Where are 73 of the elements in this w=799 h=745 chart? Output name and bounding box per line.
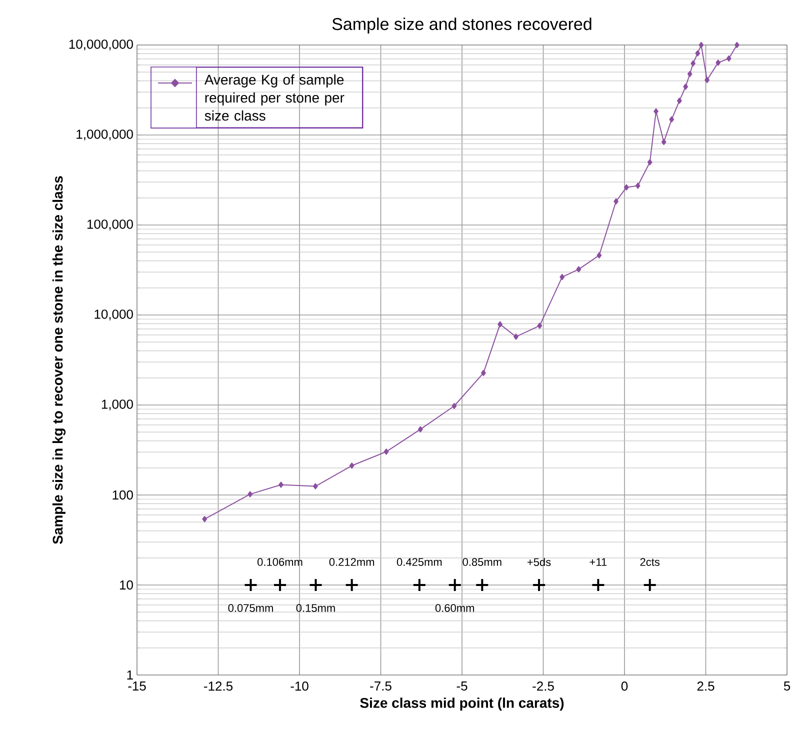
x-tick-label: -10 — [290, 682, 308, 691]
point — [704, 76, 710, 84]
annotation: +11 — [590, 558, 607, 566]
point — [596, 252, 602, 258]
x-tick-label: -5 — [456, 682, 468, 691]
point — [532, 578, 546, 592]
x-tick-label: -7.5 — [370, 682, 392, 691]
chart-title: Sample size and stones recovered — [332, 18, 592, 34]
point — [244, 578, 258, 592]
annotation: 0.15mm — [296, 604, 335, 612]
y-tick-label: 1 — [127, 670, 133, 680]
y-axis-title: Sample size in kg to recover one stone in the size class — [52, 176, 66, 544]
y-tick-label: 100,000 — [87, 220, 133, 230]
point — [514, 334, 518, 340]
point — [687, 70, 692, 78]
x-tick-label: 2.5 — [697, 682, 714, 691]
annotation: 0.212mm — [329, 558, 374, 566]
point — [683, 84, 688, 90]
point — [676, 98, 682, 104]
annotation: 2cts — [640, 558, 660, 566]
point — [695, 50, 700, 56]
y-tick-label: 10,000,000 — [69, 40, 133, 50]
annotation: 0.075mm — [228, 604, 273, 612]
point — [690, 60, 696, 66]
y-tick-label: 100 — [112, 490, 133, 500]
annotation: 0.425mm — [396, 558, 442, 566]
point — [248, 491, 253, 498]
point — [384, 448, 389, 455]
point — [560, 274, 565, 280]
point — [591, 578, 606, 592]
point — [418, 426, 423, 432]
annotation: 0.85mm — [462, 558, 502, 566]
point — [498, 321, 502, 328]
point — [669, 116, 674, 123]
point — [642, 578, 657, 592]
point — [475, 578, 490, 592]
point — [654, 108, 658, 114]
point — [448, 578, 462, 592]
point — [734, 42, 740, 48]
annotation: 0.106mm — [258, 558, 302, 566]
point — [452, 402, 457, 410]
y-tick-label: 1,000,000 — [76, 130, 133, 140]
x-tick-label: 0 — [621, 682, 628, 691]
point — [412, 578, 426, 592]
point — [481, 370, 486, 376]
y-tick-label: 1,000 — [102, 400, 133, 410]
point — [344, 578, 359, 592]
x-tick-label: 5 — [784, 682, 790, 691]
point — [614, 198, 619, 204]
x-axis-title: Size class mid point (ln carats) — [360, 698, 564, 711]
annotation: +5ds — [527, 558, 551, 566]
legend-label: Average Kg of sample required per stone per size class — [204, 74, 344, 121]
point — [278, 482, 284, 488]
point — [537, 322, 542, 329]
point — [202, 516, 208, 522]
point — [716, 60, 721, 66]
point — [635, 182, 640, 189]
point — [308, 578, 323, 592]
point — [661, 138, 666, 146]
y-tick-label: 10 — [120, 580, 133, 590]
point — [576, 266, 582, 272]
y-tick-label: 10,000 — [94, 310, 133, 320]
point — [698, 42, 704, 48]
point — [273, 578, 288, 592]
point — [624, 184, 629, 190]
x-tick-label: -2.5 — [532, 682, 554, 691]
point — [647, 159, 652, 166]
annotation: 0.60mm — [435, 604, 474, 612]
point — [726, 55, 732, 62]
point — [349, 462, 354, 469]
x-tick-label: -15 — [128, 682, 146, 691]
point — [312, 483, 318, 490]
x-tick-label: -12.5 — [204, 682, 233, 691]
